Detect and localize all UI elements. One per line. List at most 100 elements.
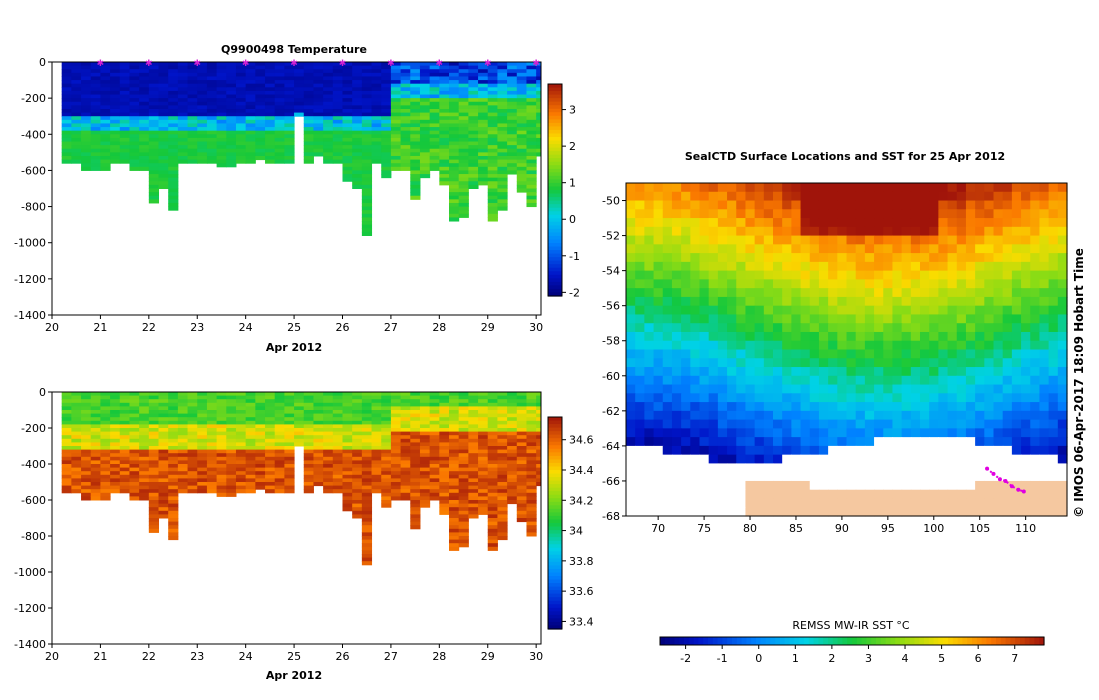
profile-cell xyxy=(61,471,72,476)
profile-cell xyxy=(206,482,218,487)
profile-cell xyxy=(119,112,130,117)
salinity-panel: 0-200-400-600-800-1000-1200-1400 20 21 22 2… xyxy=(14,386,593,682)
sst-cell xyxy=(745,226,756,237)
profile-cell xyxy=(158,69,169,74)
sst-cell xyxy=(782,209,792,219)
profile-cell xyxy=(458,467,469,472)
profile-cell xyxy=(458,130,469,135)
profile-cell xyxy=(148,181,160,186)
sst-cell xyxy=(1021,191,1031,202)
profile-cell xyxy=(255,123,266,128)
profile-cell xyxy=(158,424,169,429)
profile-cell xyxy=(294,98,305,103)
profile-cell xyxy=(516,69,527,74)
profile-cell xyxy=(526,482,537,487)
profile-cell xyxy=(265,130,276,135)
profile-cell xyxy=(177,159,189,164)
profile-cell xyxy=(390,471,402,476)
profile-cell xyxy=(274,438,285,443)
sst-cell xyxy=(736,454,747,465)
sst-cell xyxy=(727,305,737,316)
sst-cell xyxy=(671,261,682,272)
sst-cell xyxy=(883,253,894,263)
profile-cell xyxy=(332,155,343,161)
profile-cell xyxy=(352,492,363,497)
profile-cell xyxy=(468,159,479,164)
profile-cell xyxy=(100,449,111,454)
profile-cell xyxy=(468,503,479,508)
profile-cell xyxy=(100,471,111,476)
profile-cell xyxy=(516,514,527,519)
sst-cell xyxy=(855,288,866,298)
profile-cell xyxy=(487,546,498,551)
profile-cell xyxy=(449,76,460,81)
profile-cell xyxy=(381,155,392,161)
profile-cell xyxy=(352,137,363,143)
sst-cell xyxy=(782,340,792,351)
profile-cell xyxy=(284,453,295,458)
profile-cell xyxy=(119,489,130,494)
profile-cell xyxy=(119,137,130,143)
profile-cell xyxy=(197,119,208,124)
profile-cell xyxy=(458,453,469,458)
profile-cell xyxy=(332,471,343,476)
temperature-xtick-label: 25 xyxy=(287,321,301,334)
profile-cell xyxy=(265,116,276,121)
profile-cell xyxy=(158,413,169,418)
profile-cell xyxy=(110,130,121,135)
sst-cell xyxy=(773,305,783,316)
profile-cell xyxy=(536,105,542,110)
profile-cell xyxy=(439,65,450,70)
sst-cell xyxy=(644,331,655,342)
profile-cell xyxy=(478,155,489,161)
profile-cell xyxy=(177,108,189,114)
profile-cell xyxy=(129,453,140,458)
profile-cell xyxy=(100,148,111,153)
sst-cell xyxy=(736,218,747,228)
sst-cell xyxy=(956,375,967,386)
profile-cell xyxy=(449,105,460,110)
sst-cell xyxy=(855,437,866,447)
sst-cell xyxy=(929,437,939,447)
profile-cell xyxy=(226,119,237,124)
sst-cell xyxy=(1021,218,1031,228)
profile-cell xyxy=(526,148,537,153)
profile-cell xyxy=(458,181,469,186)
profile-cell xyxy=(400,119,411,124)
profile-cell xyxy=(294,80,305,85)
profile-cell xyxy=(439,134,450,139)
profile-cell xyxy=(342,399,353,404)
profile-cell xyxy=(245,90,256,96)
profile-cell xyxy=(245,442,256,447)
profile-cell xyxy=(516,392,527,397)
profile-cell xyxy=(245,80,256,85)
sst-cell xyxy=(984,463,995,473)
sst-cell xyxy=(773,314,783,324)
profile-cell xyxy=(332,442,343,447)
profile-cell xyxy=(71,98,82,103)
profile-cell xyxy=(226,137,237,143)
sst-cell xyxy=(828,314,838,324)
profile-cell xyxy=(177,392,189,397)
sst-cell xyxy=(855,419,866,429)
profile-cell xyxy=(458,438,469,443)
sst-cell xyxy=(965,384,976,394)
salinity-colorbar-cell xyxy=(548,607,562,612)
profile-cell xyxy=(468,105,479,110)
profile-cell xyxy=(361,184,373,189)
profile-cell xyxy=(526,428,537,433)
profile-cell xyxy=(419,442,431,447)
sst-cell xyxy=(975,305,985,316)
profile-cell xyxy=(158,485,169,490)
profile-cell xyxy=(458,399,469,404)
profile-cell xyxy=(274,76,285,81)
profile-cell xyxy=(119,428,130,433)
profile-cell xyxy=(119,90,130,96)
temperature-colorbar-label: 3 xyxy=(569,104,576,117)
profile-cell xyxy=(323,62,334,67)
sst-cell xyxy=(708,419,719,429)
profile-cell xyxy=(468,402,479,407)
profile-cell xyxy=(400,446,411,451)
profile-cell xyxy=(110,148,121,153)
profile-cell xyxy=(216,406,227,411)
